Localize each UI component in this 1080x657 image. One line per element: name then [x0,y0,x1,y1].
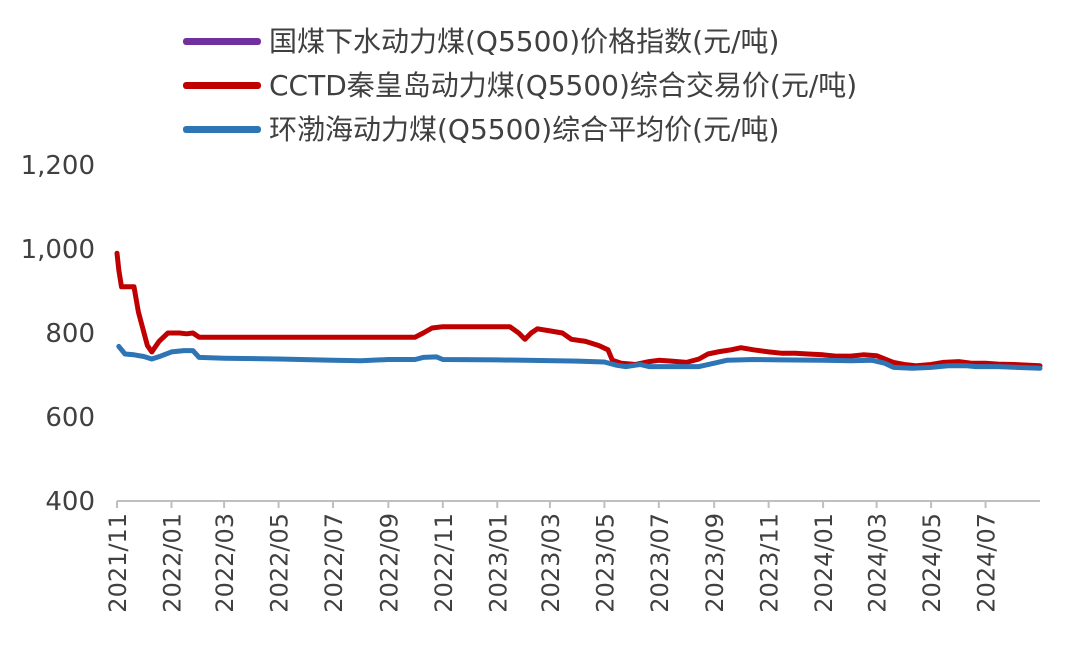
series-line-1 [114,250,1043,369]
x-tick-label: 2023/09 [701,513,729,613]
y-axis: 400 600 800 1,000 1,200 [21,151,95,517]
y-tick-label: 1,000 [21,235,95,265]
x-tick-label: 2023/03 [537,513,565,613]
x-tick-label: 2023/05 [591,513,619,613]
y-tick-label: 400 [45,487,95,517]
x-tick-label: 2023/11 [756,513,784,613]
y-tick-label: 1,200 [21,151,95,181]
y-tick-label: 600 [45,403,95,433]
x-tick-label: 2022/01 [158,513,186,613]
x-tick-label: 2023/01 [484,513,512,613]
x-tick-label: 2024/01 [810,513,838,613]
legend-swatch-cctd [183,82,261,89]
x-tick-label: 2021/11 [104,513,132,613]
x-axis: 2021/11 2022/01 2022/03 2022/05 2022/07 2022/… [104,500,1040,613]
legend-label-guomei: 国煤下水动力煤(Q5500)价格指数(元/吨) [269,25,780,58]
legend-label-cctd: CCTD秦皇岛动力煤(Q5500)综合交易价(元/吨) [269,69,858,102]
legend-label-bohai: 环渤海动力煤(Q5500)综合平均价(元/吨) [269,113,780,146]
x-tick-label: 2022/05 [266,513,294,613]
x-tick-label: 2024/05 [918,513,946,613]
series-line-2 [116,343,1043,371]
x-tick-label: 2022/09 [375,513,403,613]
x-tick-label: 2022/03 [211,513,239,613]
series-layer [114,250,1043,371]
legend-swatch-bohai [183,126,261,133]
y-tick-label: 800 [45,319,95,349]
legend-swatch-guomei [183,38,261,45]
x-tick-label: 2024/07 [973,513,1001,613]
x-tick-label: 2023/07 [646,513,674,613]
x-tick-label: 2024/03 [864,513,892,613]
x-tick-label: 2022/07 [320,513,348,613]
x-tick-label: 2022/11 [430,513,458,613]
